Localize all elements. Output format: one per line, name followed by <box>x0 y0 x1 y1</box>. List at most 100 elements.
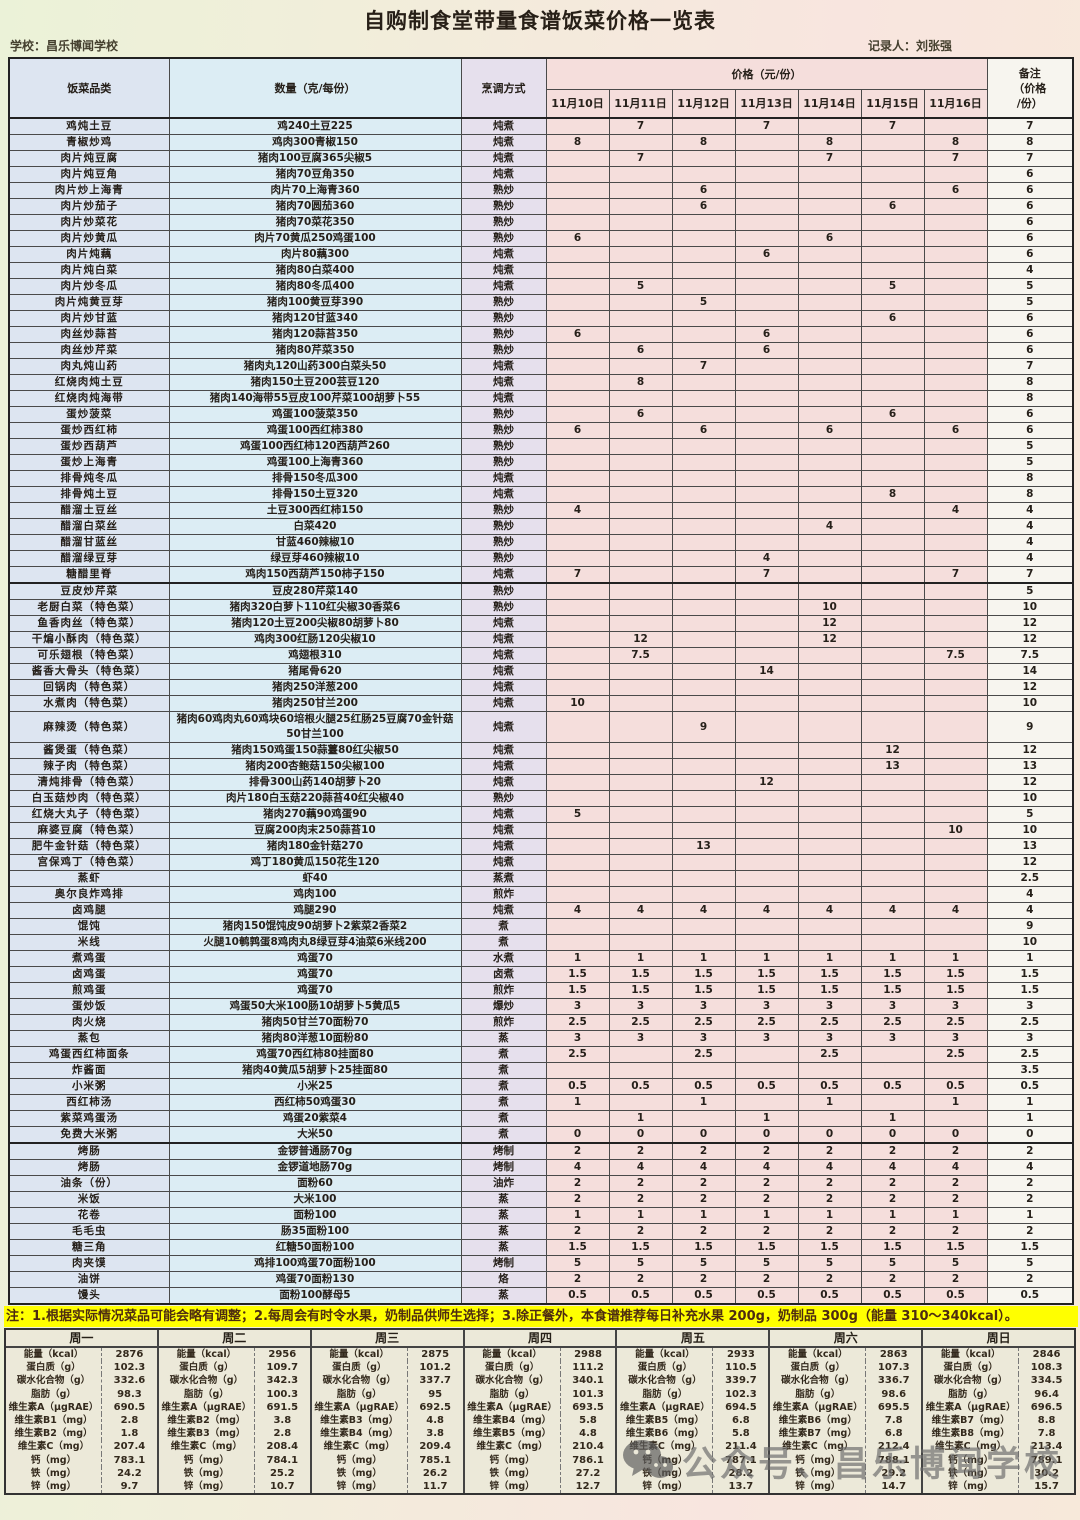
cooking-method-cell: 煮 <box>460 1110 547 1127</box>
price-cell: 2 <box>608 1223 673 1240</box>
price-cell <box>545 342 610 359</box>
note-price-cell: 5 <box>986 582 1074 600</box>
price-cell <box>671 806 736 823</box>
price-cell: 2 <box>860 1271 925 1288</box>
price-cell <box>860 711 925 743</box>
price-cell <box>860 822 925 839</box>
price-cell <box>860 326 925 343</box>
cooking-method-cell: 油炸 <box>460 1175 547 1192</box>
quantity-cell: 面粉60 <box>168 1175 462 1192</box>
nutrition-metric-row: 维生素B3（mg） 4.8 <box>312 1414 463 1428</box>
nutrition-metric-value: 14.7 <box>865 1480 921 1494</box>
price-cell: 0.5 <box>545 1287 610 1305</box>
quantity-cell: 猪肉丸120山药300白菜头50 <box>168 358 462 375</box>
menu-row: 蛋炒饭 鸡蛋50大米100肠10胡萝卜5黄瓜5 爆炒 3 3 3 3 3 3 3 3 <box>8 998 1074 1015</box>
price-cell: 2.5 <box>923 1046 988 1063</box>
nutrition-metric-label: 脂肪（g） <box>948 1388 994 1400</box>
price-cell <box>545 117 610 135</box>
quantity-cell: 肉片180白玉菇220蒜苔40红尖椒40 <box>168 790 462 807</box>
nutrition-metric-label: 维生素C（mg） <box>476 1441 548 1453</box>
menu-row: 青椒炒鸡 鸡肉300青椒150 炖煮 8 8 8 8 8 <box>8 134 1074 151</box>
price-cell <box>923 838 988 855</box>
nutrition-metric-row: 铁（mg） 29.2 <box>770 1466 921 1481</box>
nutrition-metric-row: 铁（mg） 26.2 <box>312 1466 463 1481</box>
price-cell: 4 <box>734 902 799 919</box>
menu-row: 红烧肉炖土豆 猪肉150土豆200芸豆120 炖煮 8 8 <box>8 374 1074 391</box>
price-cell <box>608 422 673 439</box>
nutrition-metric-row: 维生素B5（mg） 6.8 <box>617 1414 768 1428</box>
price-cell <box>860 422 925 439</box>
dish-name-cell: 蛋炒饭 <box>8 998 170 1015</box>
price-cell: 6 <box>734 246 799 263</box>
nutrition-metric-value: 100.3 <box>253 1387 310 1401</box>
price-cell <box>923 390 988 407</box>
price-cell <box>923 486 988 503</box>
nutrition-metric-row: 维生素B8（mg） 7.8 <box>923 1427 1074 1441</box>
quantity-cell: 猪肉140海带55豆皮100芹菜100胡萝卜55 <box>168 390 462 407</box>
nutrition-metric-value: 8.8 <box>1018 1414 1074 1428</box>
price-cell: 2 <box>734 1175 799 1192</box>
nutrition-metric-row: 蛋白质（g） 109.7 <box>159 1361 310 1375</box>
quantity-cell: 土豆300西红柿150 <box>168 502 462 519</box>
price-cell <box>671 406 736 423</box>
nutrition-metric-label: 铁（mg） <box>642 1467 688 1479</box>
nutrition-metric-label: 蛋白质（g） <box>332 1362 387 1374</box>
nutrition-day-block: 周五 能量（kcal） 2933 蛋白质（g） 110.5 碳水化合物（g） 339.7 脂肪… <box>617 1330 771 1494</box>
price-cell: 2 <box>923 1271 988 1288</box>
quantity-cell: 大米50 <box>168 1126 462 1144</box>
cooking-method-cell: 熟炒 <box>460 342 547 359</box>
price-cell <box>608 711 673 743</box>
price-cell <box>797 166 862 183</box>
price-cell: 1.5 <box>797 966 862 983</box>
price-cell: 2.5 <box>923 1014 988 1031</box>
quantity-cell: 鸡肉150西葫芦150柿子150 <box>168 566 462 584</box>
quantity-cell: 肠35面粉100 <box>168 1223 462 1240</box>
header-price-group: 价格（元/份） <box>545 57 988 90</box>
nutrition-metric-label: 脂肪（g） <box>31 1388 76 1400</box>
price-cell <box>608 230 673 247</box>
price-cell: 8 <box>923 134 988 151</box>
cooking-method-cell: 烙 <box>460 1271 547 1288</box>
nutrition-metric-label: 维生素B2（mg） <box>167 1415 246 1427</box>
price-cell <box>797 470 862 487</box>
cooking-method-cell: 熟炒 <box>460 438 547 455</box>
quantity-cell: 鸡蛋20紫菜4 <box>168 1110 462 1127</box>
price-cell: 3 <box>608 998 673 1015</box>
price-cell: 1 <box>545 950 610 967</box>
menu-row: 馄饨 猪肉150馄饨皮90胡萝卜2紫菜2香菜2 煮 9 <box>8 918 1074 935</box>
dish-name-cell: 卤鸡腿 <box>8 902 170 919</box>
menu-row: 鸡蛋西红柿面条 鸡蛋70西红柿80挂面80 煮 2.5 2.5 2.5 2.5 2.5 <box>8 1046 1074 1063</box>
price-cell <box>671 550 736 567</box>
menu-row: 干煸小酥肉（特色菜） 鸡肉300红肠120尖椒10 炖煮 12 12 12 <box>8 631 1074 648</box>
menu-row: 肉片炒上海青 肉片70上海青360 熟炒 6 6 6 <box>8 182 1074 199</box>
price-cell <box>860 214 925 231</box>
price-cell: 2 <box>671 1142 736 1160</box>
cooking-method-cell: 烤制 <box>460 1142 547 1160</box>
price-cell <box>923 854 988 871</box>
price-cell: 1 <box>545 1094 610 1111</box>
price-cell: 9 <box>671 711 736 743</box>
note-price-cell: 5 <box>986 278 1074 295</box>
price-cell: 0.5 <box>608 1078 673 1095</box>
price-cell <box>923 582 988 600</box>
dish-name-cell: 青椒炒鸡 <box>8 134 170 151</box>
price-cell: 1 <box>608 950 673 967</box>
cooking-method-cell: 煮 <box>460 918 547 935</box>
quantity-cell: 红糖50面粉100 <box>168 1239 462 1256</box>
price-cell <box>671 342 736 359</box>
cooking-method-cell: 熟炒 <box>460 214 547 231</box>
price-cell: 4 <box>545 1159 610 1176</box>
price-cell <box>797 711 862 743</box>
price-cell: 4 <box>734 1159 799 1176</box>
quantity-cell: 猪肉70菜花350 <box>168 214 462 231</box>
nutrition-metric-value: 10.7 <box>253 1480 310 1494</box>
nutrition-metric-row: 维生素B2（mg） 3.8 <box>159 1414 310 1428</box>
price-cell <box>860 230 925 247</box>
price-cell: 4 <box>860 902 925 919</box>
dish-name-cell: 鱼香肉丝（特色菜） <box>8 615 170 632</box>
price-cell <box>608 774 673 791</box>
quantity-cell: 豆皮280芹菜140 <box>168 582 462 600</box>
cooking-method-cell: 炖煮 <box>460 806 547 823</box>
nutrition-metric-label: 铁（mg） <box>183 1467 229 1479</box>
cooking-method-cell: 熟炒 <box>460 534 547 551</box>
